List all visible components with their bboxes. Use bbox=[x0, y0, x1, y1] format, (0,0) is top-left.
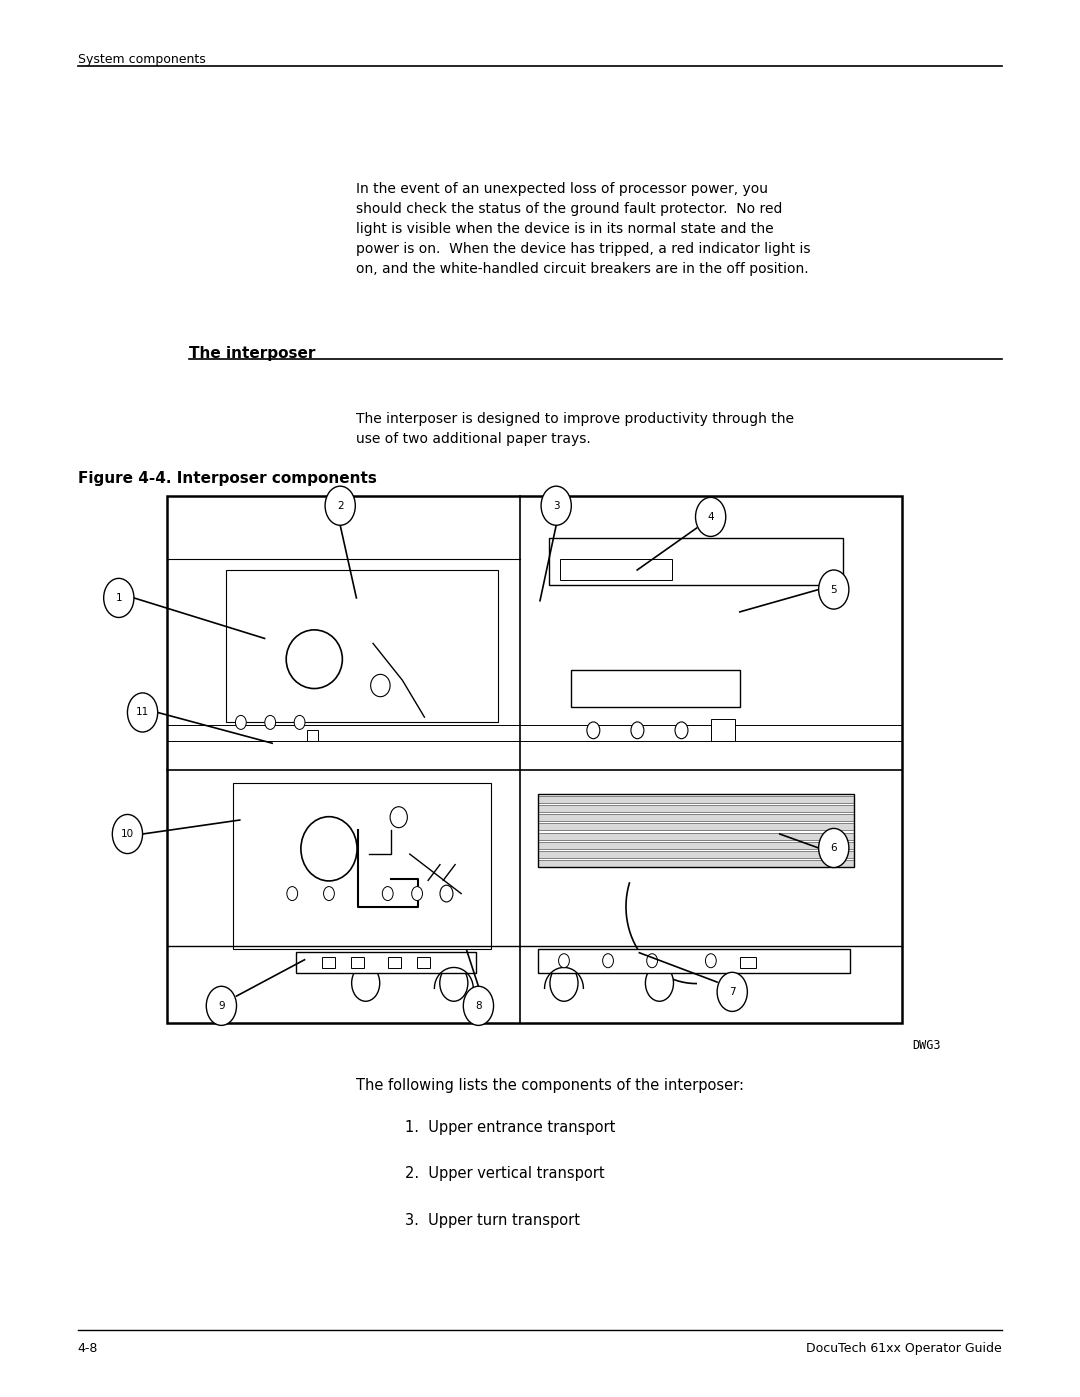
Bar bbox=[226, 570, 498, 722]
Text: 5: 5 bbox=[831, 584, 837, 595]
Bar bbox=[538, 949, 850, 972]
Circle shape bbox=[541, 486, 571, 525]
Bar bbox=[538, 851, 854, 858]
Circle shape bbox=[675, 722, 688, 739]
Circle shape bbox=[550, 965, 578, 1002]
Circle shape bbox=[265, 715, 275, 729]
Bar bbox=[538, 823, 854, 830]
Bar bbox=[740, 957, 756, 968]
Circle shape bbox=[294, 715, 305, 729]
Bar bbox=[538, 814, 854, 821]
Circle shape bbox=[705, 954, 716, 968]
Circle shape bbox=[352, 965, 380, 1002]
Circle shape bbox=[325, 486, 355, 525]
Bar bbox=[388, 957, 401, 968]
Circle shape bbox=[646, 965, 674, 1002]
Ellipse shape bbox=[370, 675, 390, 697]
Circle shape bbox=[558, 954, 569, 968]
Circle shape bbox=[206, 986, 237, 1025]
Text: In the event of an unexpected loss of processor power, you
should check the stat: In the event of an unexpected loss of pr… bbox=[356, 182, 811, 275]
Circle shape bbox=[717, 972, 747, 1011]
Text: 1.  Upper entrance transport: 1. Upper entrance transport bbox=[405, 1120, 616, 1136]
Text: System components: System components bbox=[78, 53, 205, 66]
Bar bbox=[550, 538, 843, 585]
Ellipse shape bbox=[301, 817, 357, 882]
Circle shape bbox=[127, 693, 158, 732]
Circle shape bbox=[819, 828, 849, 868]
Text: 6: 6 bbox=[831, 842, 837, 854]
Circle shape bbox=[696, 497, 726, 536]
Bar bbox=[351, 957, 364, 968]
Circle shape bbox=[603, 954, 613, 968]
Ellipse shape bbox=[390, 806, 407, 827]
Bar bbox=[538, 861, 854, 868]
Text: DWG3: DWG3 bbox=[913, 1039, 941, 1052]
Circle shape bbox=[112, 814, 143, 854]
Text: 7: 7 bbox=[729, 986, 735, 997]
Circle shape bbox=[382, 887, 393, 901]
Circle shape bbox=[586, 722, 599, 739]
Bar bbox=[322, 957, 335, 968]
Text: 2: 2 bbox=[337, 500, 343, 511]
Text: 3.  Upper turn transport: 3. Upper turn transport bbox=[405, 1213, 580, 1228]
Bar bbox=[571, 669, 740, 707]
Text: Figure 4-4. Interposer components: Figure 4-4. Interposer components bbox=[78, 471, 377, 486]
Circle shape bbox=[440, 886, 453, 902]
Bar bbox=[711, 719, 734, 742]
Bar bbox=[167, 496, 902, 1023]
Bar bbox=[538, 793, 854, 868]
Bar bbox=[233, 782, 490, 949]
Ellipse shape bbox=[286, 630, 342, 689]
Text: 10: 10 bbox=[121, 828, 134, 840]
Circle shape bbox=[631, 722, 644, 739]
Bar bbox=[296, 951, 476, 972]
Circle shape bbox=[647, 954, 658, 968]
Circle shape bbox=[324, 887, 335, 901]
Circle shape bbox=[463, 986, 494, 1025]
Text: 4: 4 bbox=[707, 511, 714, 522]
Text: 11: 11 bbox=[136, 707, 149, 718]
Bar bbox=[307, 729, 318, 740]
Bar bbox=[538, 842, 854, 849]
Bar bbox=[561, 559, 672, 580]
Text: 2.  Upper vertical transport: 2. Upper vertical transport bbox=[405, 1166, 605, 1182]
Bar bbox=[538, 833, 854, 840]
Text: 8: 8 bbox=[475, 1000, 482, 1011]
Text: 4-8: 4-8 bbox=[78, 1343, 98, 1355]
Circle shape bbox=[411, 887, 422, 901]
Text: The following lists the components of the interposer:: The following lists the components of th… bbox=[356, 1078, 744, 1094]
Text: DocuTech 61xx Operator Guide: DocuTech 61xx Operator Guide bbox=[807, 1343, 1002, 1355]
Circle shape bbox=[104, 578, 134, 617]
Circle shape bbox=[287, 887, 298, 901]
Text: The interposer: The interposer bbox=[189, 346, 315, 362]
Circle shape bbox=[235, 715, 246, 729]
Text: 9: 9 bbox=[218, 1000, 225, 1011]
Text: 1: 1 bbox=[116, 592, 122, 604]
Bar bbox=[538, 796, 854, 803]
Circle shape bbox=[440, 965, 468, 1002]
Bar bbox=[538, 805, 854, 812]
Circle shape bbox=[819, 570, 849, 609]
Text: The interposer is designed to improve productivity through the
use of two additi: The interposer is designed to improve pr… bbox=[356, 412, 795, 446]
Bar bbox=[417, 957, 430, 968]
Text: 3: 3 bbox=[553, 500, 559, 511]
